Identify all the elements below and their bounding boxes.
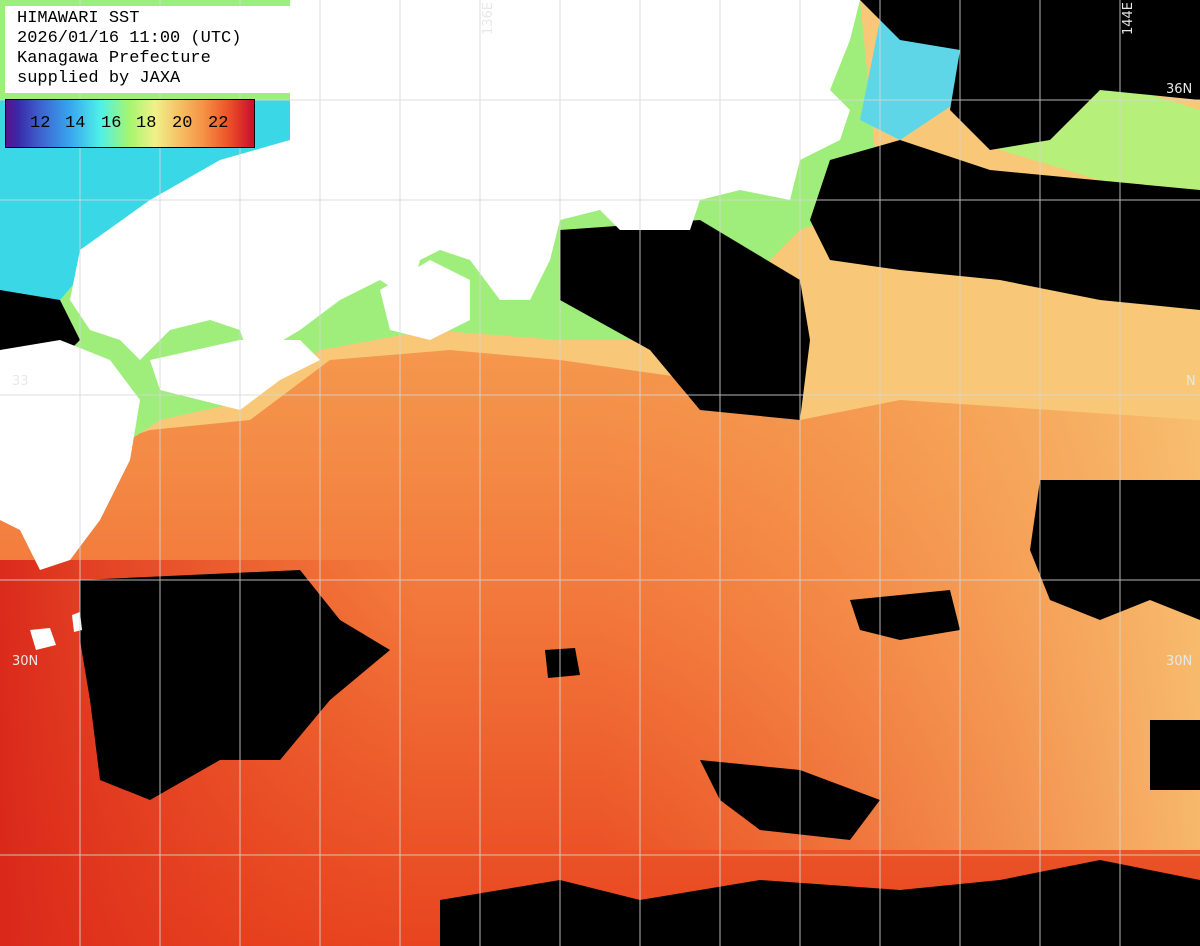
cloud-mask-coast [810, 140, 1200, 310]
product-title: HIMAWARI SST [17, 9, 140, 28]
cloud-mask-central [560, 220, 810, 420]
lat-label-33-left: 33 [12, 374, 29, 389]
legend-label-14: 14 [65, 114, 86, 133]
legend-label-22: 22 [208, 114, 229, 133]
cloud-spot [545, 648, 580, 678]
legend-label-12: 12 [30, 114, 51, 133]
lat-label-36n: 36N [1166, 82, 1193, 97]
cloud-mask-south-2 [700, 760, 880, 840]
land-shikoku [150, 340, 320, 410]
cloud-mask-sw [80, 570, 390, 800]
legend-label-16: 16 [101, 114, 122, 133]
info-box: HIMAWARI SST 2026/01/16 11:00 (UTC) Kana… [5, 6, 290, 93]
lon-label-136e: 136E [481, 2, 496, 36]
lat-label-30n-left: 30N [12, 654, 39, 669]
color-legend: 12 14 16 18 20 22 [5, 99, 255, 148]
legend-label-20: 20 [172, 114, 193, 133]
cloud-mask-east-2 [1150, 720, 1200, 790]
lon-label-144e: 144E [1121, 2, 1136, 36]
land-honshu [70, 0, 860, 360]
land-kyushu [0, 340, 140, 570]
cloud-mask-north [860, 0, 1200, 150]
cloud-mask-east [1030, 480, 1200, 620]
lat-label-30n-right: 30N [1166, 654, 1193, 669]
legend-label-18: 18 [136, 114, 157, 133]
supplier-credit: supplied by JAXA [17, 69, 181, 88]
cyan-north-east [860, 20, 980, 140]
land-izu-island [30, 628, 56, 650]
lat-label-33-right: N [1186, 374, 1196, 389]
land-kii [380, 260, 470, 340]
cloud-mask-mid-east [850, 590, 960, 640]
cloud-mask-south [440, 860, 1200, 946]
provider-prefecture: Kanagawa Prefecture [17, 49, 211, 68]
timestamp: 2026/01/16 11:00 (UTC) [17, 29, 242, 48]
